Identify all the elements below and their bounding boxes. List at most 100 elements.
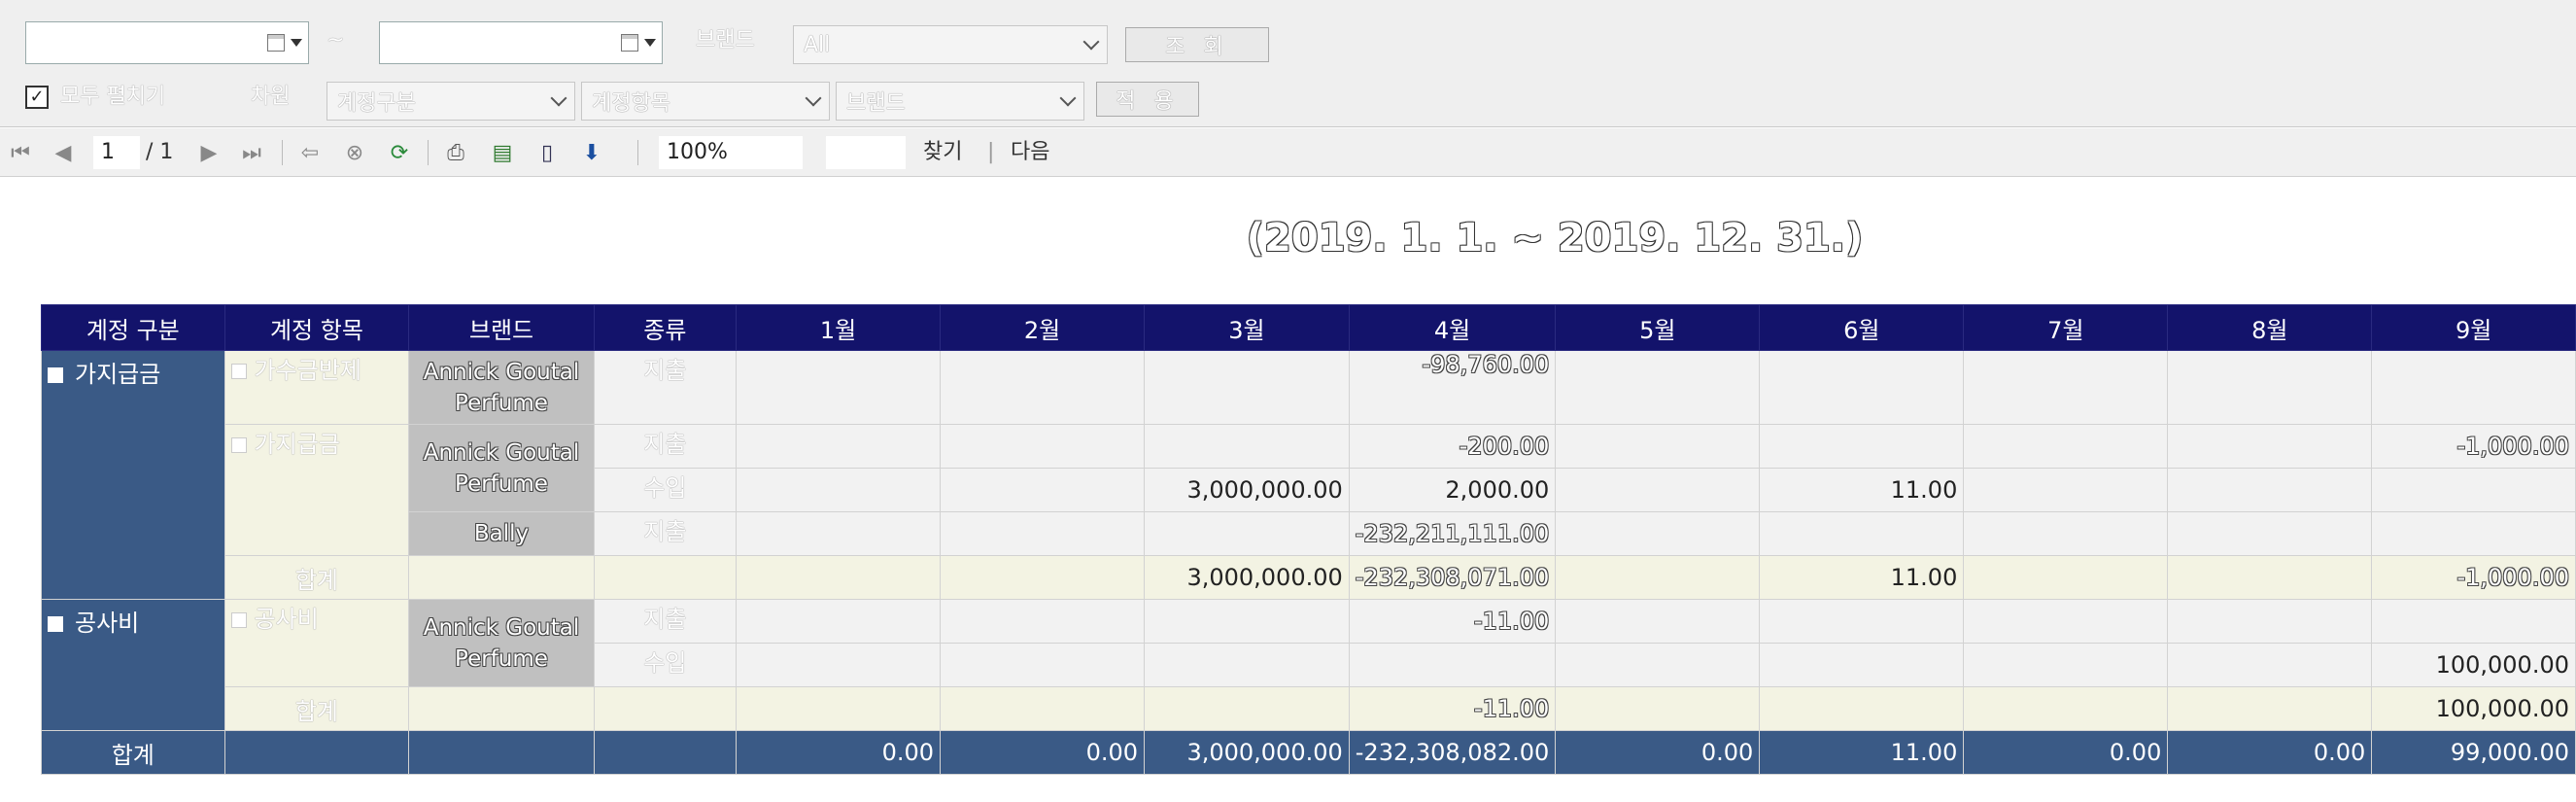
header-cell: 3월 (1144, 304, 1350, 351)
dimension-select-1[interactable]: 계정구분 (326, 82, 575, 121)
value-cell (2167, 350, 2373, 425)
chevron-down-icon (805, 89, 822, 107)
value-cell (1759, 599, 1965, 644)
brand-cell: Annick Goutal Perfume (408, 599, 595, 687)
kind-cell: 지출 (593, 350, 738, 425)
value-cell: 11.00 (1759, 468, 1965, 512)
total-pages: / 1 (146, 140, 174, 164)
empty-cell (593, 686, 738, 731)
value-cell: -1,000.00 (2371, 424, 2576, 469)
value-cell (1759, 424, 1965, 469)
brand-cell: Annick Goutal Perfume (408, 350, 595, 425)
grand-total-label: 합계 (41, 730, 225, 775)
value-cell: 11.00 (1759, 555, 1965, 600)
item-cell[interactable]: 가지급금 (223, 424, 410, 556)
subtotal-row: 합계 3,000,000.00 -232,308,071.00 11.00 -1… (42, 555, 2576, 600)
header-cell: 종류 (593, 304, 738, 351)
item-toggle-icon[interactable] (230, 612, 247, 628)
expand-all-label: 모두 펼치기 (60, 85, 166, 109)
kind-cell: 수입 (593, 643, 738, 687)
value-cell (2167, 555, 2373, 600)
previous-page-icon[interactable]: ◀ (54, 140, 72, 165)
find-separator: | (987, 140, 995, 164)
header-cell: 브랜드 (408, 304, 595, 351)
value-cell (1144, 511, 1350, 556)
current-page-input[interactable]: 1 (93, 136, 140, 169)
value-cell (2167, 643, 2373, 687)
kind-cell: 지출 (593, 511, 738, 556)
value-cell (1555, 686, 1761, 731)
refresh-icon[interactable]: ⟳ (390, 140, 409, 165)
dimension-select-2[interactable]: 계정항목 (581, 82, 830, 121)
dimension-select-2-value: 계정항목 (592, 91, 670, 116)
group-toggle-icon[interactable] (48, 616, 63, 632)
item-toggle-icon[interactable] (230, 364, 247, 379)
back-icon[interactable]: ⇦ (300, 140, 320, 165)
item-cell[interactable]: 공사비 (223, 599, 410, 687)
value-cell (940, 350, 1146, 425)
item-name: 공사비 (254, 606, 319, 633)
zoom-select[interactable]: 100% (659, 136, 803, 169)
print-layout-icon[interactable]: ▯ (540, 140, 554, 165)
group-name: 공사비 (75, 610, 140, 637)
print-icon[interactable]: ⎙ (447, 140, 464, 165)
value-cell (1963, 686, 2169, 731)
dropdown-arrow-icon[interactable] (291, 39, 302, 47)
empty-cell (408, 555, 595, 600)
brand-select[interactable]: All (793, 25, 1108, 64)
group-toggle-icon[interactable] (48, 367, 63, 383)
toolbar-divider (428, 140, 429, 165)
dimension-label: 차원 (251, 85, 291, 109)
group-cell[interactable]: 공사비 (41, 599, 225, 731)
brand-label: 브랜드 (696, 28, 755, 52)
value-cell (1759, 686, 1965, 731)
table-row: 수입 3,000,000.00 2,000.00 11.00 (42, 468, 2576, 512)
toolbar-divider (637, 140, 638, 165)
apply-button[interactable]: 적 용 (1096, 82, 1199, 117)
search-button[interactable]: 조 회 (1125, 27, 1269, 62)
kind-cell: 수입 (593, 468, 738, 512)
dimension-select-3[interactable]: 브랜드 (836, 82, 1084, 121)
value-cell (1348, 643, 1557, 687)
calendar-icon[interactable] (621, 34, 638, 52)
group-cell[interactable]: 가지급금 (41, 350, 225, 600)
calendar-icon[interactable] (267, 34, 285, 52)
report-title: (2019. 1. 1. ~ 2019. 12. 31.) (1246, 216, 1864, 261)
value-cell (736, 511, 942, 556)
last-page-icon[interactable]: ⏭ (242, 140, 261, 165)
value-cell (1555, 555, 1761, 600)
date-to-field[interactable] (379, 21, 663, 64)
value-cell: 3,000,000.00 (1144, 555, 1350, 600)
value-cell (1963, 599, 2169, 644)
date-range-tilde: ~ (326, 28, 345, 52)
header-cell: 계정 구분 (41, 304, 225, 351)
table-row: 수입 100,000.00 (42, 643, 2576, 687)
empty-cell (593, 555, 738, 600)
find-next-link[interactable]: 다음 (1011, 140, 1050, 164)
item-cell[interactable]: 가수금반제 (223, 350, 410, 425)
subtotal-label: 합계 (223, 555, 410, 600)
first-page-icon[interactable]: ⏮ (11, 140, 30, 165)
zoom-value: 100% (667, 140, 728, 164)
stop-icon[interactable]: ⊗ (345, 140, 364, 165)
value-cell (1963, 424, 2169, 469)
value-cell (1144, 643, 1350, 687)
value-cell (1759, 511, 1965, 556)
find-input[interactable] (826, 136, 906, 169)
next-page-icon[interactable]: ▶ (200, 140, 218, 165)
page-setup-icon[interactable]: ▤ (492, 140, 513, 165)
item-toggle-icon[interactable] (230, 437, 247, 453)
dropdown-arrow-icon[interactable] (644, 39, 656, 47)
value-cell (1555, 468, 1761, 512)
value-cell (940, 686, 1146, 731)
date-from-field[interactable] (25, 21, 309, 64)
brand-cell: Bally (408, 511, 595, 556)
value-cell: -11.00 (1348, 599, 1557, 644)
header-cell: 5월 (1555, 304, 1761, 351)
value-cell (736, 350, 942, 425)
find-link[interactable]: 찾기 (923, 140, 963, 164)
export-save-icon[interactable]: ⬇ (582, 140, 601, 165)
value-cell: -232,211,111.00 (1348, 511, 1557, 556)
table-row: 가지급금 가수금반제 Annick Goutal Perfume 지출 -98,… (41, 350, 2576, 600)
expand-all-checkbox[interactable]: ✓ (25, 86, 49, 109)
